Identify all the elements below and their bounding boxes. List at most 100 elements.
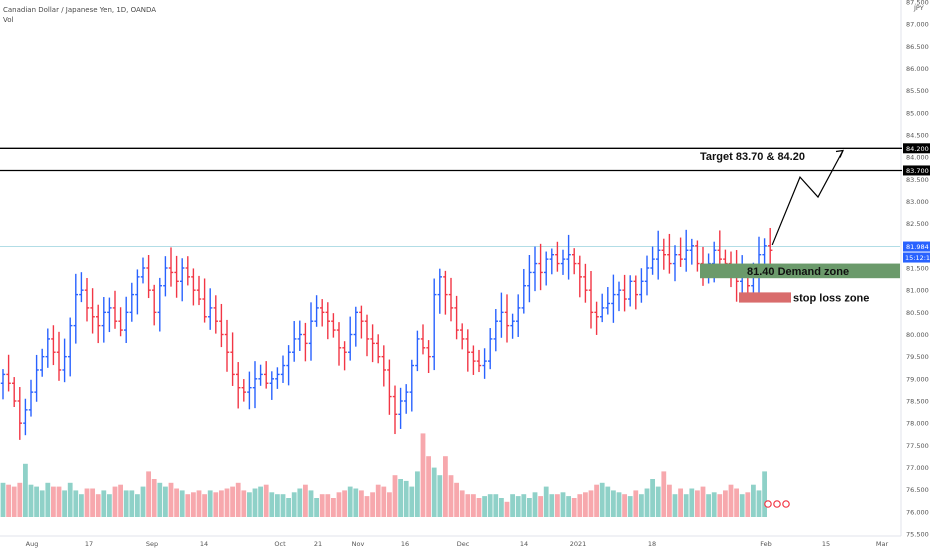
volume-bar [431,467,437,517]
volume-bar [532,492,538,517]
volume-bar [45,482,51,517]
volume-bar [504,501,510,517]
volume-bar [443,456,448,517]
x-tick-label: Sep [146,540,158,548]
ohlc-bar [560,249,566,275]
volume-bar [650,479,655,517]
volume-bar [672,494,678,517]
ohlc-bar [224,319,230,372]
event-marker-icon [773,500,781,508]
x-tick-label: Nov [352,540,365,548]
x-tick-label: Aug [26,540,39,548]
ohlc-bar [504,294,510,343]
ohlc-bar [415,330,420,372]
volume-bar [6,484,11,517]
x-tick-label: 15 [822,540,830,548]
ohlc-bar [336,322,342,366]
volume-bar [308,490,314,517]
volume-bar [336,492,342,517]
volume-bar [224,488,230,517]
volume-bar [331,498,336,517]
ohlc-bar [62,338,67,383]
volume-bar [129,490,135,517]
volume-bar [174,488,179,517]
ohlc-bar [588,270,594,329]
ohlc-bar [6,354,11,392]
volume-bar [319,494,325,517]
volume-bar [717,494,723,517]
volume-bar [280,494,286,517]
ohlc-bar [56,331,62,381]
volume-bar [555,494,560,517]
y-tick-label: 83.500 [906,176,929,184]
volume-bar [521,494,527,517]
ohlc-bar [628,275,633,307]
ohlc-bar [476,349,482,373]
y-tick-label: 82.500 [906,220,929,228]
volume-bar [247,492,252,517]
volume-bar [90,488,95,517]
ohlc-bar [521,268,526,314]
ohlc-bar [566,234,571,280]
symbol-title[interactable]: Canadian Dollar / Japanese Yen, 1D, OAND… [3,6,157,14]
level-price-tag [903,143,930,154]
volume-bar [560,492,566,517]
ohlc-bar [219,303,224,348]
ohlc-bar [297,320,302,351]
ohlc-bar [191,268,196,306]
y-tick-label: 81.000 [906,287,929,295]
ohlc-bar [236,362,241,409]
demand-zone [700,263,900,279]
ohlc-bar [768,227,773,265]
volume-bar [437,475,443,517]
ohlc-bar [303,322,308,362]
x-tick-label: 17 [85,540,93,548]
ohlc-bar [594,301,599,335]
x-tick-label: 2021 [570,540,587,548]
volume-legend[interactable]: Vol [3,16,14,24]
ohlc-bar [124,296,129,343]
level-price-label: 84.200 [906,145,929,153]
ohlc-bar [51,325,56,366]
volume-bar [163,486,168,517]
volume-bar [11,486,17,517]
volume-bar [219,490,224,517]
ohlc-bar [572,248,577,275]
volume-bar [454,482,459,517]
y-tick-label: 79.500 [906,353,929,361]
ohlc-bar [79,272,84,303]
y-tick-label: 86.500 [906,43,929,51]
y-tick-label: 85.000 [906,109,929,117]
volume-bar [34,486,39,517]
volume-bar [448,475,454,517]
volume-bar [667,484,672,517]
volume-bar [73,490,79,517]
volume-bar [695,490,700,517]
volume-bar [263,484,269,517]
volume-bar [571,498,577,517]
ohlc-bar [409,359,414,412]
ohlc-bar [348,316,353,361]
volume-bar [101,490,107,517]
volume-bar [527,498,532,517]
volume-bar [112,486,118,517]
ohlc-bar [454,295,459,340]
volume-bar [297,488,303,517]
volume-bar [459,490,465,517]
ohlc-bar [549,248,554,275]
demand-zone-label: 81.40 Demand zone [747,266,849,278]
ohlc-bar [241,379,246,402]
volume-bar [67,482,73,517]
volume-bar [655,486,661,517]
volume-bar [728,484,734,517]
volume-bar [291,492,297,517]
volume-bar [202,494,207,517]
ohlc-bar [633,275,638,310]
ohlc-bar [331,313,336,338]
countdown-tag [903,252,930,263]
ohlc-bar [639,268,644,303]
ohlc-bar [96,304,101,344]
ohlc-bar [118,307,123,337]
ohlc-bar [420,324,426,355]
